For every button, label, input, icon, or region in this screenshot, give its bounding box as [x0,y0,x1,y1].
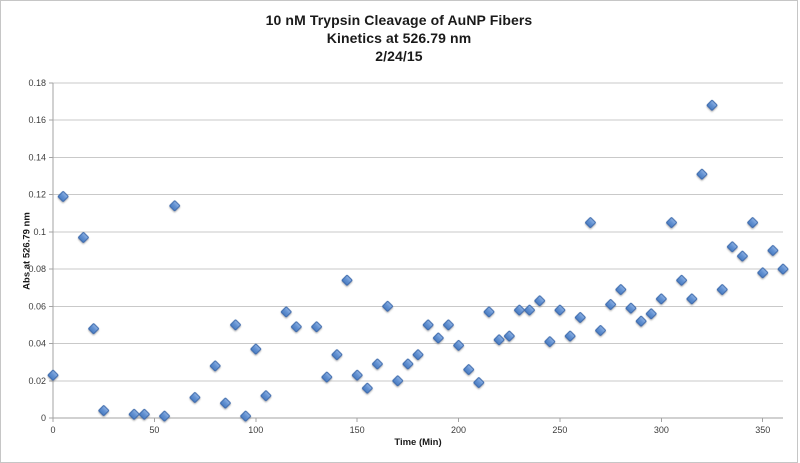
data-point [686,293,698,305]
data-point [655,293,667,305]
data-point [159,410,170,422]
y-tick-label: 0.02 [28,376,46,386]
data-point [351,369,363,381]
data-point [321,371,333,383]
data-point [432,332,444,344]
chart-title-line-1: 10 nM Trypsin Cleavage of AuNP Fibers [265,12,533,28]
y-tick-label: 0.08 [28,264,46,274]
x-tick-label: 0 [50,425,55,435]
data-point [544,336,556,348]
data-point [209,360,221,372]
data-point [564,330,576,342]
data-point [311,321,322,333]
y-tick-label: 0.12 [28,190,46,200]
data-point [595,325,606,336]
y-tick-label: 0.06 [28,301,46,311]
data-point [98,405,110,416]
data-point [473,377,485,388]
x-tick-label: 250 [552,425,567,435]
data-point [645,308,657,320]
x-tick-label: 150 [350,425,365,435]
x-tick-label: 100 [248,425,263,435]
data-point [615,284,627,295]
y-tick-label: 0 [41,413,46,423]
data-point [341,274,353,286]
data-point [757,267,769,279]
data-point [128,408,140,420]
data-point [726,241,738,253]
data-point [422,319,434,331]
data-point [230,319,241,331]
data-point [635,315,647,327]
data-point [250,343,262,355]
axes [49,82,783,422]
data-point [524,304,535,316]
x-tick-label: 300 [654,425,669,435]
data-point [78,232,89,243]
data-point [737,250,748,262]
data-point [189,392,201,403]
data-point [220,397,231,409]
data-point [169,200,181,212]
data-point [747,217,758,228]
data-point [453,340,464,351]
chart-title-line-3: 2/24/15 [375,48,423,64]
data-point [605,299,616,310]
data-point [493,334,505,346]
x-tick-label: 50 [149,425,159,435]
data-point [716,284,728,295]
data-point [625,302,637,314]
chart-title-line-2: Kinetics at 526.79 nm [326,30,472,46]
y-tick-label: 0.14 [28,152,46,162]
x-tick-label: 350 [755,425,770,435]
data-point [777,263,789,275]
data-point [767,245,779,256]
y-tick-label: 0.18 [28,78,46,88]
data-point [696,168,708,180]
y-tick-label: 0.04 [28,339,46,349]
data-point [372,358,383,370]
data-point [240,410,251,422]
data-point [47,369,59,381]
data-point [463,364,475,375]
data-point-series [47,99,789,422]
data-point [666,217,677,228]
data-point [534,295,546,307]
data-point [574,312,586,323]
data-point [260,390,272,402]
y-tick-label: 0.1 [33,227,46,237]
data-point [280,306,292,318]
gridlines [53,82,783,382]
data-point [392,375,404,387]
data-point [290,321,302,333]
y-tick-label: 0.16 [28,115,46,125]
x-axis-title: Time (Min) [394,437,442,448]
x-tick-label: 200 [451,425,466,435]
y-axis-title-text: Abs at 526.79 nm [21,212,33,290]
data-point [483,306,495,318]
data-point [402,358,414,370]
data-point [361,382,373,394]
data-point [585,217,596,228]
data-point [138,408,150,420]
chart-title: 10 nM Trypsin Cleavage of AuNP Fibers Ki… [1,11,797,65]
data-point [676,274,687,286]
data-point [57,191,69,202]
data-point [554,304,566,316]
data-point [331,349,343,361]
data-point [88,323,99,335]
data-point [443,319,454,331]
data-point [514,304,525,316]
data-point [503,330,515,342]
data-point [412,349,424,361]
data-point [382,300,393,312]
tick-labels: 0 0.02 0.04 0.06 0.08 0.1 0.12 0.14 0.16 0.18 0 50 1… [28,78,770,435]
data-point [706,99,718,111]
